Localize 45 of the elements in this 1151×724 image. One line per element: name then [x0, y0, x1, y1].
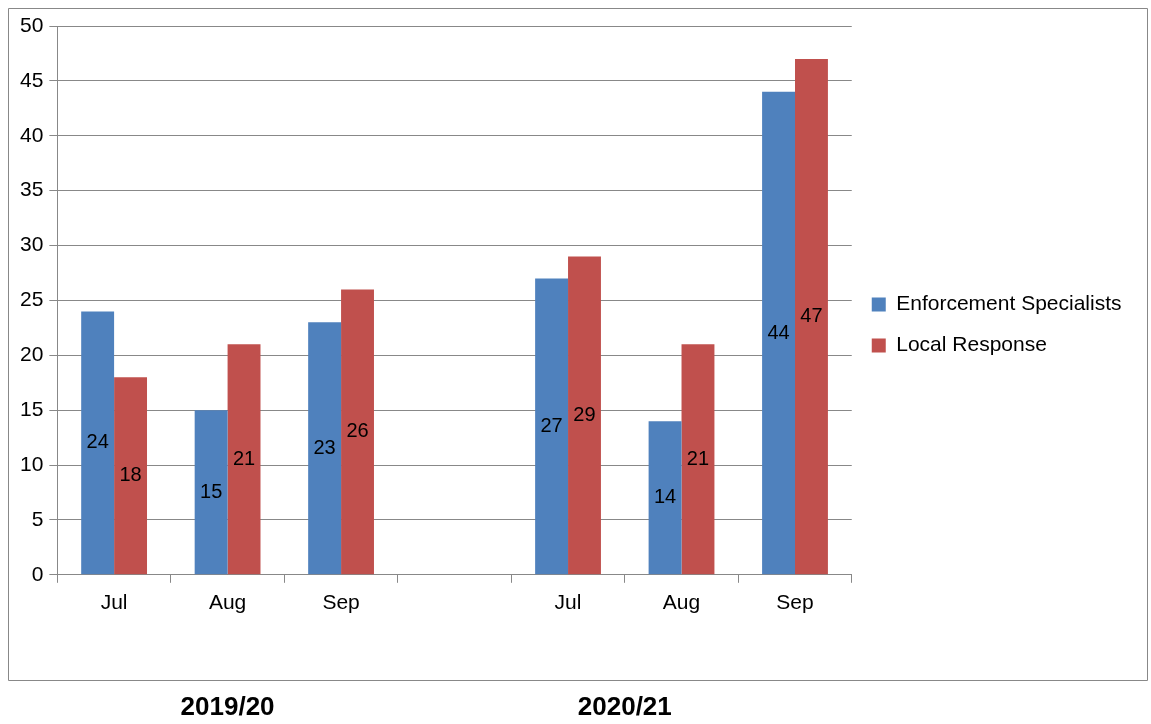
y-tick-label: 5 [31, 506, 44, 530]
data-label: 23 [313, 435, 336, 458]
x-tick-label: Sep [322, 590, 360, 614]
x-tick-label: Sep [776, 590, 814, 614]
y-tick-label: 30 [20, 232, 44, 256]
x-tick-label: Aug [662, 590, 701, 614]
data-label: 18 [119, 463, 142, 486]
bar [81, 311, 115, 575]
data-label: 27 [540, 413, 563, 436]
data-label: 47 [800, 304, 823, 327]
y-tick-label: 40 [20, 122, 44, 146]
y-tick-label: 10 [20, 451, 44, 475]
bar [681, 344, 715, 575]
data-label: 21 [232, 446, 256, 469]
legend-label: Enforcement Specialists [896, 291, 1122, 315]
bar [194, 410, 228, 575]
bar [114, 377, 148, 575]
y-tick-label: 0 [31, 561, 44, 585]
bar [341, 289, 374, 575]
bar [762, 91, 796, 575]
bar [308, 322, 342, 575]
y-tick-label: 45 [20, 67, 44, 91]
data-label: 44 [767, 320, 790, 343]
bar [648, 421, 682, 575]
bar [795, 58, 828, 575]
text: 2020/21 [577, 691, 672, 722]
x-tick-label: Jul [100, 590, 128, 614]
bar [227, 344, 261, 575]
x-tick-label: Jul [554, 590, 582, 614]
data-label: 26 [346, 419, 369, 442]
data-label: 14 [653, 485, 677, 508]
data-label: 24 [86, 430, 109, 453]
bar [568, 256, 601, 575]
data-label: 15 [200, 479, 223, 502]
y-tick-label: 20 [20, 342, 44, 366]
text: 2019/20 [180, 691, 275, 722]
bar [535, 278, 569, 575]
legend-label: Local Response [896, 332, 1047, 356]
y-tick-label: 15 [20, 396, 44, 420]
data-label: 21 [686, 446, 710, 469]
y-tick-label: 50 [20, 12, 44, 36]
y-tick-label: 35 [20, 177, 44, 201]
data-label: 29 [573, 402, 596, 425]
x-tick-label: Aug [208, 590, 247, 614]
y-tick-label: 25 [20, 287, 44, 311]
